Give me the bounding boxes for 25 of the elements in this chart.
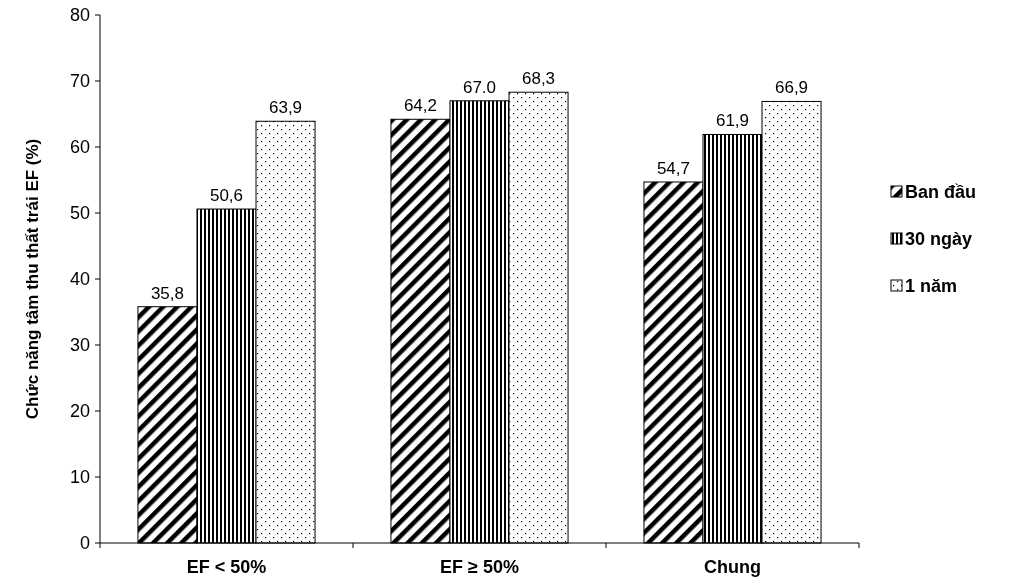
x-tick-label: EF ≥ 50% [440,557,519,577]
y-tick-label: 50 [69,203,90,224]
y-tick-label: 60 [69,137,90,158]
y-tick-label: 40 [69,269,90,290]
legend-label: Ban đầu [905,182,977,203]
data-label: 63,9 [268,98,303,118]
data-label: 64,2 [403,96,438,116]
data-label: 67.0 [462,77,497,97]
y-tick-label: 20 [69,401,90,422]
x-tick-label: Chung [704,557,761,577]
legend-label: 1 năm [905,276,958,297]
y-tick-label: 10 [69,467,90,488]
data-label: 35,8 [150,283,185,303]
data-label: 50,6 [209,186,244,206]
y-tick-label: 30 [69,335,90,356]
y-tick-label: 0 [79,533,90,554]
data-label: 61,9 [715,111,750,131]
y-tick-label: 70 [69,71,90,92]
data-label: 54,7 [656,158,691,178]
y-axis-title: Chức năng tâm thu thất trái EF (%) [23,138,42,420]
data-label: 66,9 [774,78,809,98]
y-tick-label: 80 [69,5,90,26]
x-tick-label: EF < 50% [186,557,267,577]
data-label: 68,3 [521,69,556,89]
legend-label: 30 ngày [905,229,973,250]
